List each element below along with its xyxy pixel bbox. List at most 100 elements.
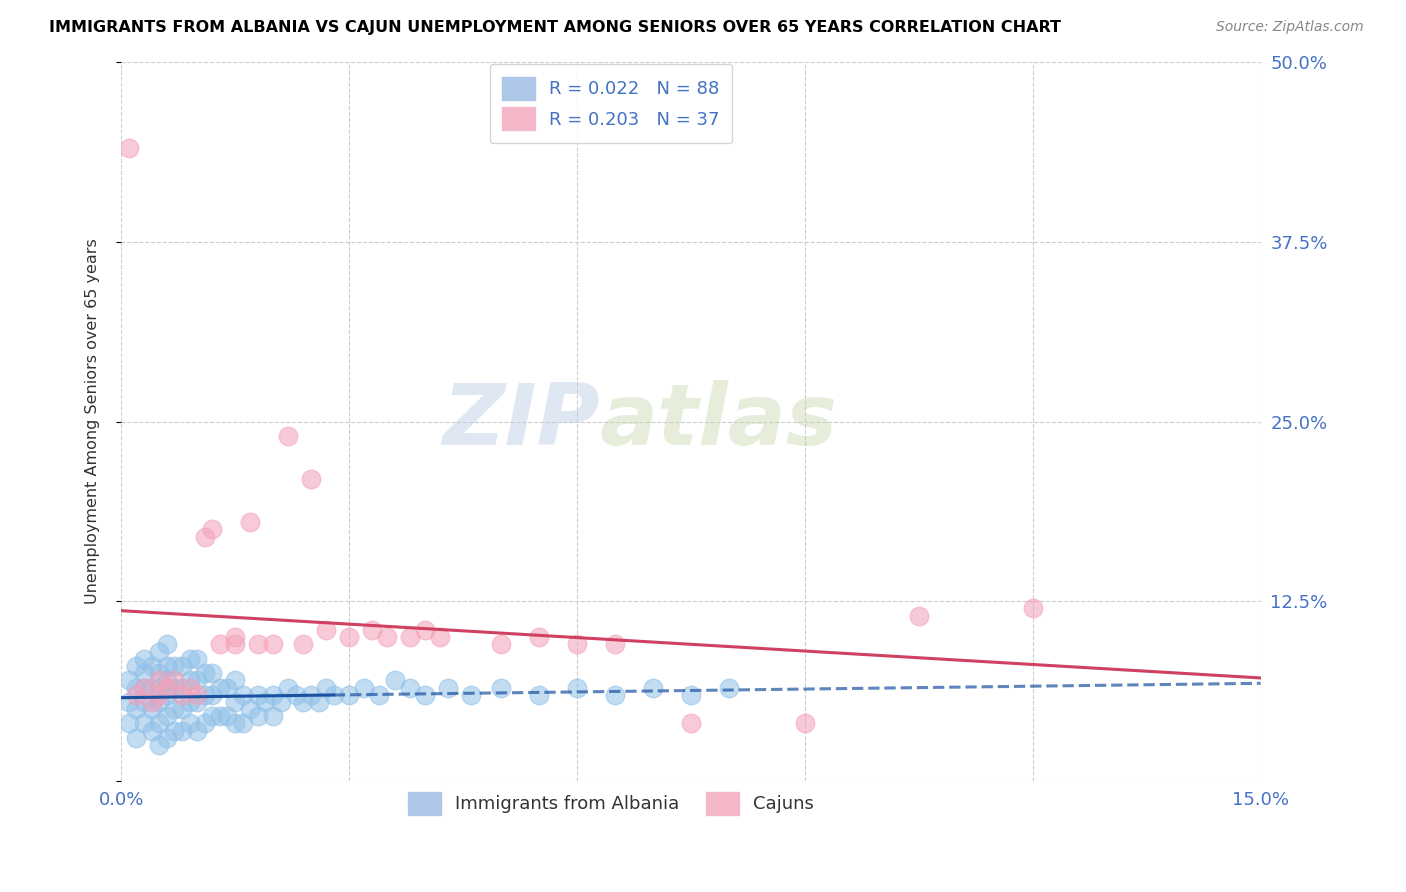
Point (1022, 601, 1045, 615)
Point (125, 702, 148, 716)
Y-axis label: Unemployment Among Seniors over 65 years: Unemployment Among Seniors over 65 years (86, 239, 100, 605)
Point (489, 681, 512, 695)
Point (429, 630, 451, 644)
Text: ZIP: ZIP (441, 380, 600, 463)
Point (118, 695, 141, 709)
Point (262, 709, 284, 723)
Point (907, 608, 929, 623)
Point (201, 688, 224, 702)
Point (156, 673, 179, 688)
Point (337, 630, 360, 644)
Point (156, 659, 179, 673)
Point (277, 681, 299, 695)
Point (239, 702, 262, 716)
Point (277, 429, 299, 443)
Point (148, 666, 170, 681)
Point (315, 623, 337, 637)
Point (353, 681, 375, 695)
Point (194, 716, 217, 731)
Point (246, 709, 269, 723)
Point (315, 681, 337, 695)
Point (118, 716, 141, 731)
Point (299, 688, 322, 702)
Point (170, 659, 193, 673)
Point (186, 695, 208, 709)
Text: atlas: atlas (600, 380, 838, 463)
Point (398, 681, 420, 695)
Point (186, 673, 208, 688)
Point (118, 673, 141, 688)
Point (141, 723, 163, 738)
Point (156, 731, 179, 745)
Point (292, 637, 315, 651)
Point (125, 731, 148, 745)
Point (603, 688, 626, 702)
Point (179, 695, 201, 709)
Point (208, 637, 231, 651)
Point (270, 695, 292, 709)
Point (262, 637, 284, 651)
Point (413, 623, 436, 637)
Point (148, 681, 170, 695)
Point (565, 681, 588, 695)
Point (194, 530, 217, 544)
Point (208, 709, 231, 723)
Point (217, 709, 239, 723)
Point (375, 630, 398, 644)
Point (163, 702, 186, 716)
Point (179, 716, 201, 731)
Point (170, 681, 193, 695)
Point (132, 716, 155, 731)
Point (308, 695, 330, 709)
Point (398, 630, 420, 644)
Point (208, 681, 231, 695)
Point (246, 688, 269, 702)
Point (292, 695, 315, 709)
Point (194, 688, 217, 702)
Text: Source: ZipAtlas.com: Source: ZipAtlas.com (1216, 20, 1364, 34)
Point (337, 688, 360, 702)
Point (224, 637, 246, 651)
Point (254, 695, 277, 709)
Point (170, 688, 193, 702)
Point (163, 723, 186, 738)
Point (186, 652, 208, 666)
Point (179, 681, 201, 695)
Point (360, 623, 382, 637)
Point (125, 659, 148, 673)
Point (217, 681, 239, 695)
Point (141, 702, 163, 716)
Point (125, 681, 148, 695)
Point (148, 644, 170, 658)
Point (246, 637, 269, 651)
Point (603, 637, 626, 651)
Point (141, 659, 163, 673)
Point (141, 681, 163, 695)
Point (201, 709, 224, 723)
Point (194, 666, 217, 681)
Point (224, 630, 246, 644)
Point (148, 695, 170, 709)
Point (489, 637, 512, 651)
Point (717, 681, 740, 695)
Point (232, 716, 254, 731)
Point (132, 695, 155, 709)
Point (132, 681, 155, 695)
Point (170, 723, 193, 738)
Point (186, 688, 208, 702)
Point (679, 716, 702, 731)
Point (413, 688, 436, 702)
Point (125, 688, 148, 702)
Point (224, 695, 246, 709)
Point (284, 688, 307, 702)
Point (527, 688, 550, 702)
Point (460, 688, 482, 702)
Point (132, 666, 155, 681)
Point (641, 681, 664, 695)
Point (148, 716, 170, 731)
Point (368, 688, 391, 702)
Point (156, 709, 179, 723)
Point (679, 688, 702, 702)
Point (186, 723, 208, 738)
Point (118, 141, 141, 155)
